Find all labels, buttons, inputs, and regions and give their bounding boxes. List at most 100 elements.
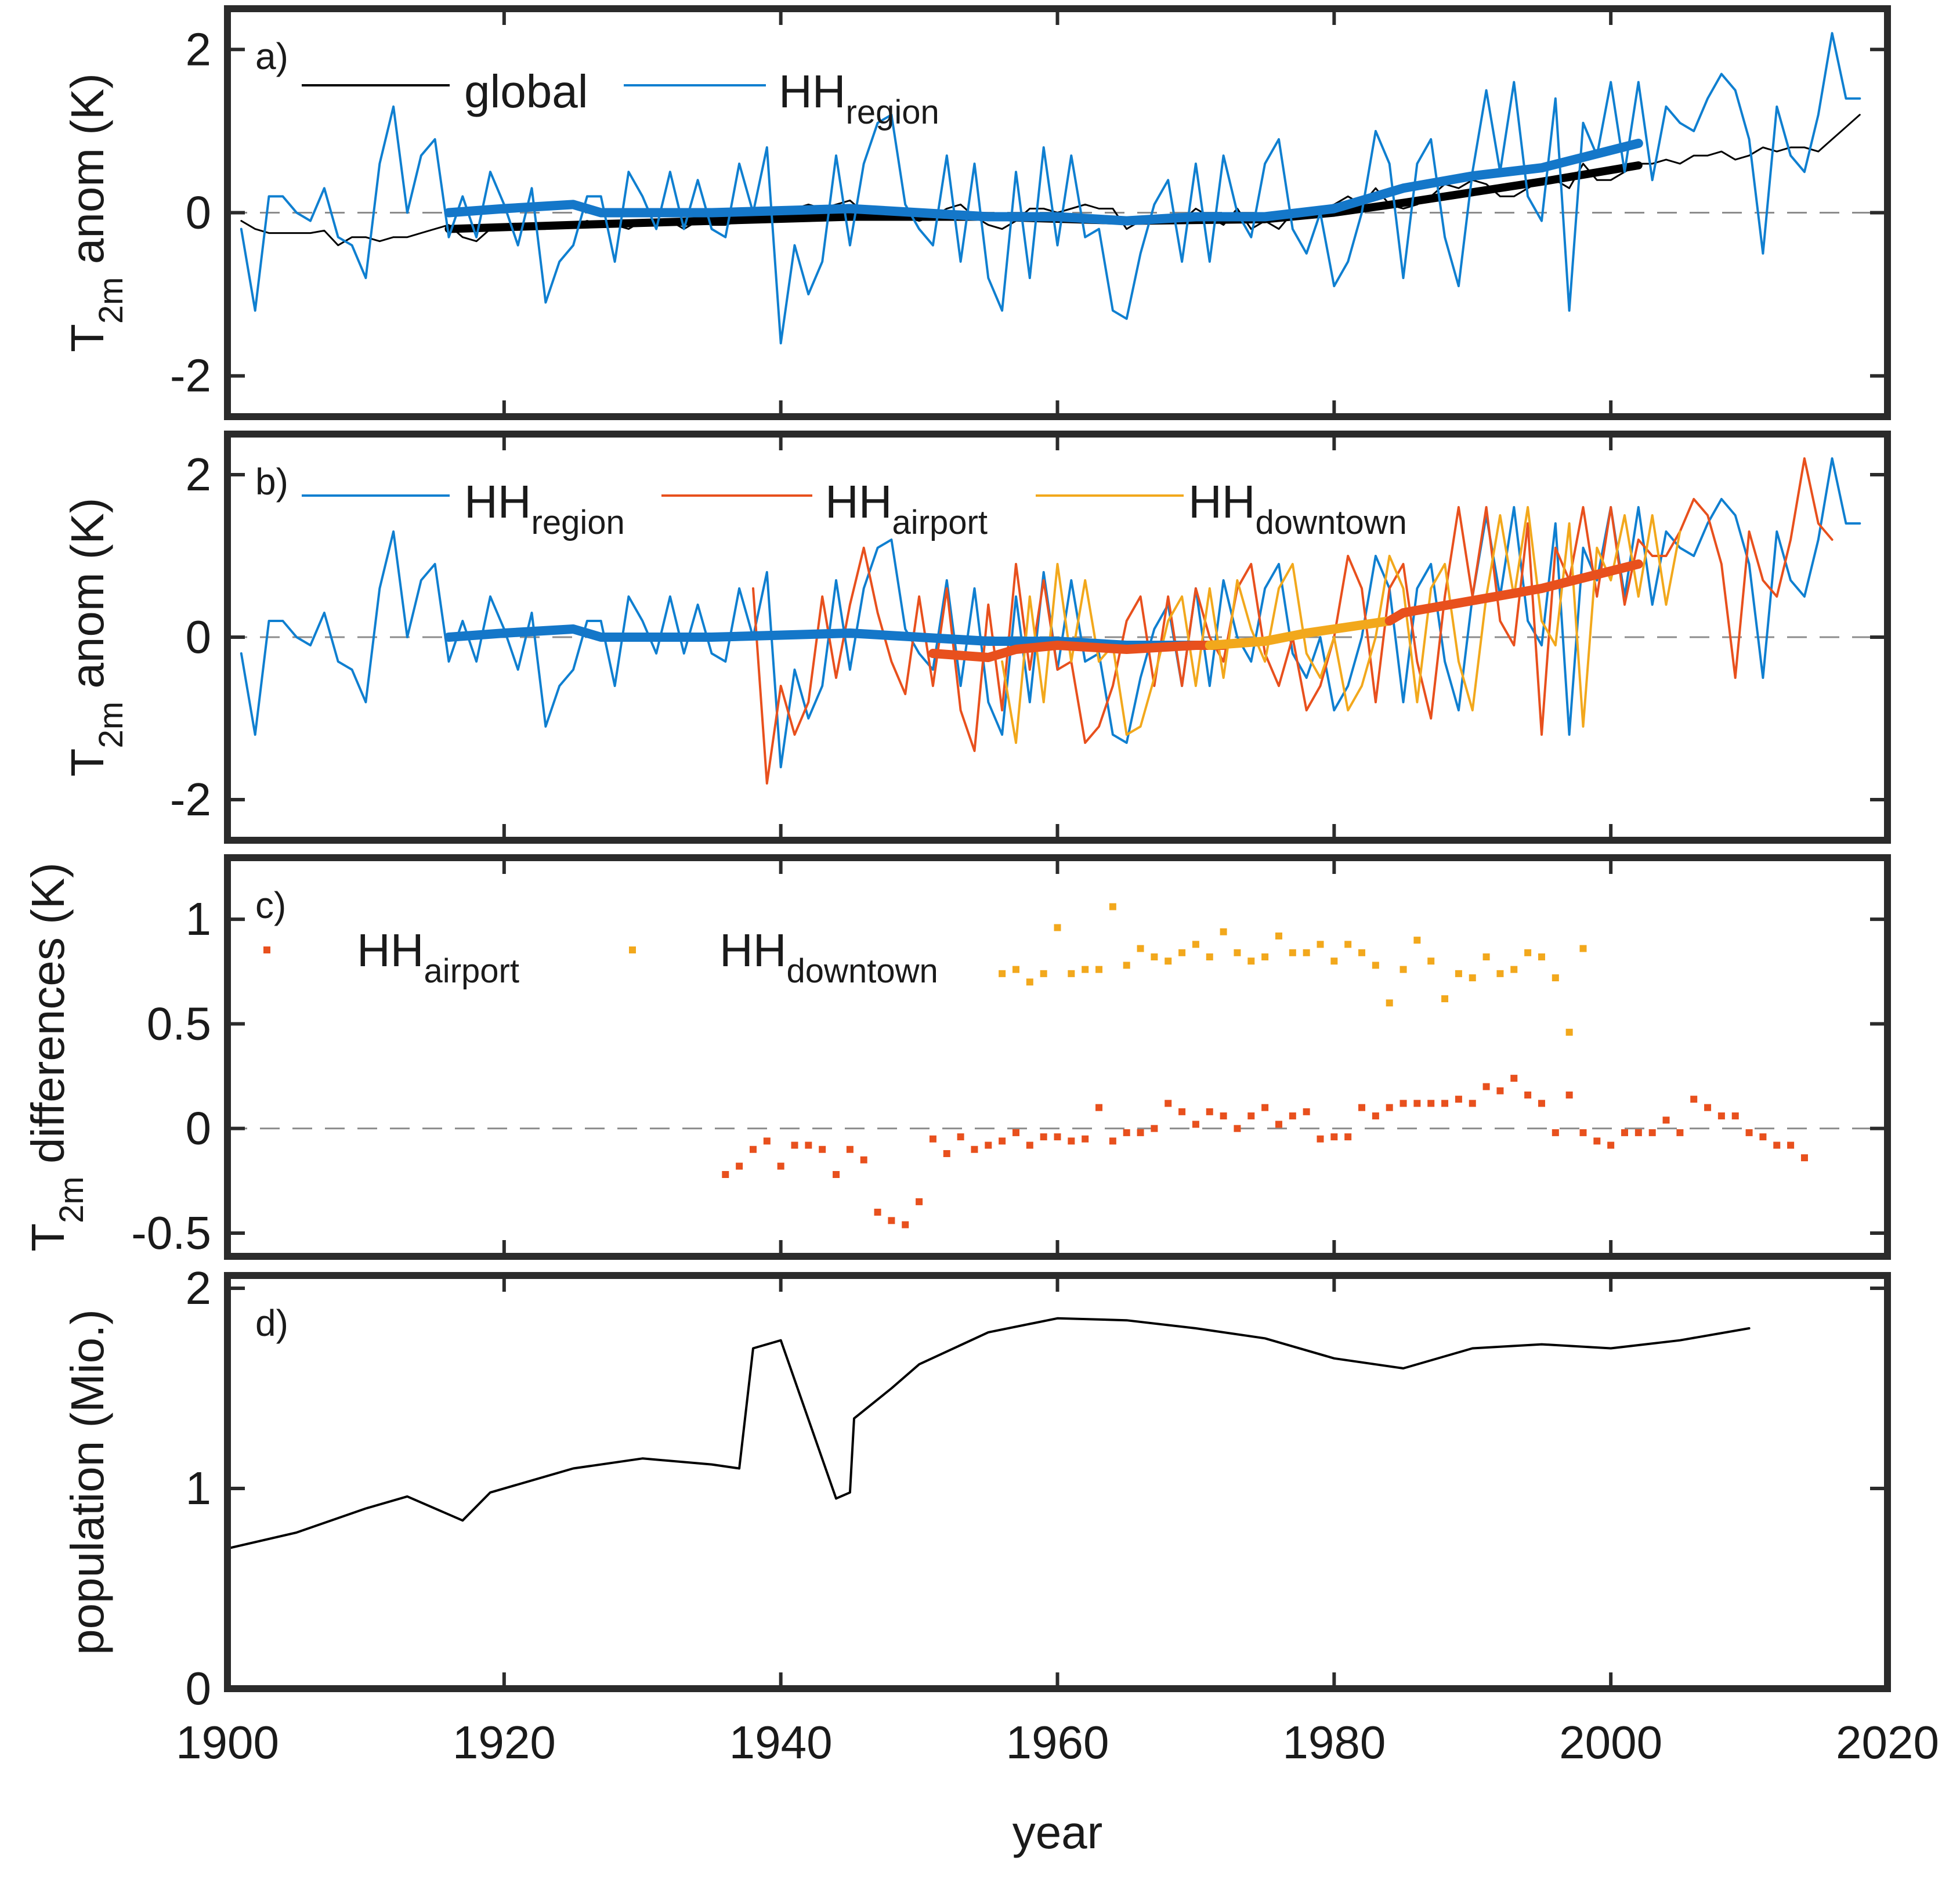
legend-label: global — [464, 66, 588, 117]
panel-d: 0 1 2 d) population (Mio.) — [62, 1262, 1891, 1714]
point-HHairport-2000 — [1607, 1141, 1615, 1149]
point-HHairport-1944 — [833, 1171, 840, 1179]
point-HHdowntown-1982 — [1358, 949, 1366, 956]
legend-entry-region: HHregion — [624, 66, 939, 131]
point-HHdowntown-1973 — [1234, 949, 1241, 956]
point-HHairport-1973 — [1234, 1125, 1241, 1132]
point-HHairport-1991 — [1482, 1083, 1490, 1090]
point-HHdowntown-1996 — [1552, 974, 1559, 982]
panel-c: -0.5 0 0.5 1 c) T2m differences (K) HHairport H… — [22, 854, 1891, 1260]
point-HHairport-1960 — [1054, 1133, 1061, 1141]
point-HHairport-1986 — [1413, 1100, 1421, 1107]
point-HHdowntown-1979 — [1317, 941, 1324, 948]
point-HHairport-1946 — [860, 1156, 867, 1163]
point-HHairport-1952 — [943, 1150, 950, 1157]
axes-frame — [224, 1272, 1891, 1692]
y-axis-label: T2m differences (K) — [22, 862, 91, 1251]
point-HHairport-1981 — [1344, 1133, 1352, 1141]
point-HHairport-1998 — [1579, 1129, 1587, 1136]
legend-entry-downtown: HHdowntown — [1036, 476, 1407, 541]
point-HHdowntown-1975 — [1261, 953, 1269, 960]
point-HHairport-2012 — [1773, 1141, 1781, 1149]
point-HHairport-1948 — [888, 1217, 895, 1224]
point-HHairport-1956 — [999, 1137, 1006, 1145]
y-tick-label: 2 — [186, 1262, 212, 1314]
point-HHairport-1976 — [1275, 1121, 1282, 1128]
x-tick-label: 1900 — [176, 1717, 279, 1768]
point-HHairport-1996 — [1552, 1129, 1559, 1136]
point-HHdowntown-1997 — [1565, 1028, 1573, 1036]
point-HHairport-1990 — [1469, 1100, 1476, 1107]
point-HHairport-1980 — [1330, 1133, 1338, 1141]
point-HHairport-1987 — [1427, 1100, 1435, 1107]
point-HHairport-1989 — [1455, 1096, 1462, 1103]
y-axis-label: T2m anom (K) — [62, 73, 130, 352]
legend-entry-downtown: HHdowntown — [629, 924, 938, 990]
y-tick-label: 0 — [186, 1103, 212, 1154]
point-HHairport-1995 — [1538, 1100, 1545, 1107]
point-HHairport-2003 — [1648, 1129, 1656, 1136]
series-HHregion_smooth — [444, 139, 1643, 226]
point-HHairport-1993 — [1510, 1075, 1518, 1082]
point-HHdowntown-1968 — [1165, 957, 1172, 965]
point-HHairport-1951 — [929, 1135, 936, 1143]
panel-label: b) — [255, 461, 288, 503]
y-tick-label: 2 — [186, 449, 212, 500]
point-HHairport-1945 — [846, 1146, 854, 1153]
panel-label: c) — [255, 884, 286, 926]
series-HHdowntown — [999, 903, 1587, 1036]
point-HHairport-1942 — [805, 1141, 812, 1149]
point-HHairport-1965 — [1123, 1129, 1130, 1136]
point-HHdowntown-1994 — [1524, 949, 1532, 956]
y-tick-label: 2 — [186, 23, 212, 75]
point-HHairport-1967 — [1151, 1125, 1158, 1132]
point-HHdowntown-1967 — [1151, 953, 1158, 960]
point-HHairport-1966 — [1137, 1129, 1144, 1136]
series-HHairport_smooth — [928, 641, 1228, 662]
point-HHdowntown-1958 — [1026, 978, 1033, 986]
point-HHairport-1953 — [957, 1133, 964, 1141]
legend-label: HHregion — [464, 476, 625, 541]
y-tick-label: 0 — [186, 1663, 212, 1714]
point-HHdowntown-1998 — [1579, 945, 1587, 952]
point-HHdowntown-1965 — [1123, 962, 1130, 969]
point-HHairport-1974 — [1247, 1112, 1255, 1120]
point-HHairport-1961 — [1068, 1137, 1075, 1145]
point-HHairport-2005 — [1676, 1129, 1684, 1136]
point-HHairport-1972 — [1220, 1112, 1227, 1120]
panel-b: -2 0 2 b) T2m anom (K) HHregion HHairport HHdow… — [62, 431, 1891, 844]
point-HHdowntown-1993 — [1510, 966, 1518, 973]
point-HHairport-1957 — [1012, 1129, 1019, 1136]
point-HHairport-1984 — [1386, 1104, 1393, 1111]
point-HHdowntown-1972 — [1220, 928, 1227, 935]
x-tick-label: 2020 — [1836, 1717, 1939, 1768]
y-tick-label: -2 — [170, 350, 211, 402]
point-HHdowntown-1957 — [1012, 966, 1019, 973]
point-HHairport-2004 — [1662, 1116, 1670, 1124]
point-HHdowntown-1977 — [1289, 949, 1296, 956]
point-HHdowntown-1963 — [1095, 966, 1103, 973]
point-HHairport-2010 — [1745, 1129, 1753, 1136]
point-HHdowntown-1960 — [1054, 924, 1061, 931]
y-tick-label: 1 — [186, 1462, 212, 1514]
legend-marker — [629, 946, 636, 953]
point-HHairport-1971 — [1206, 1108, 1213, 1115]
point-HHairport-1994 — [1524, 1091, 1532, 1099]
series-HHdowntown — [1001, 506, 1681, 744]
point-HHairport-2006 — [1690, 1096, 1698, 1103]
point-HHdowntown-1974 — [1247, 957, 1255, 965]
x-tick-label: 1960 — [1006, 1717, 1109, 1768]
point-HHdowntown-1969 — [1178, 949, 1186, 956]
point-HHdowntown-1989 — [1455, 970, 1462, 977]
point-HHdowntown-1981 — [1344, 941, 1352, 948]
point-HHairport-2013 — [1787, 1141, 1795, 1149]
series-HHairport_smooth_late — [1384, 559, 1643, 626]
point-HHairport-1958 — [1026, 1141, 1033, 1149]
point-HHdowntown-1961 — [1068, 970, 1075, 977]
panel-label: d) — [255, 1302, 288, 1344]
legend-label: HHairport — [825, 476, 988, 541]
point-HHairport-2009 — [1731, 1112, 1739, 1120]
x-tick-label: 1940 — [729, 1717, 833, 1768]
y-axis-label: T2m anom (K) — [62, 498, 130, 777]
point-HHairport-1943 — [819, 1146, 826, 1153]
